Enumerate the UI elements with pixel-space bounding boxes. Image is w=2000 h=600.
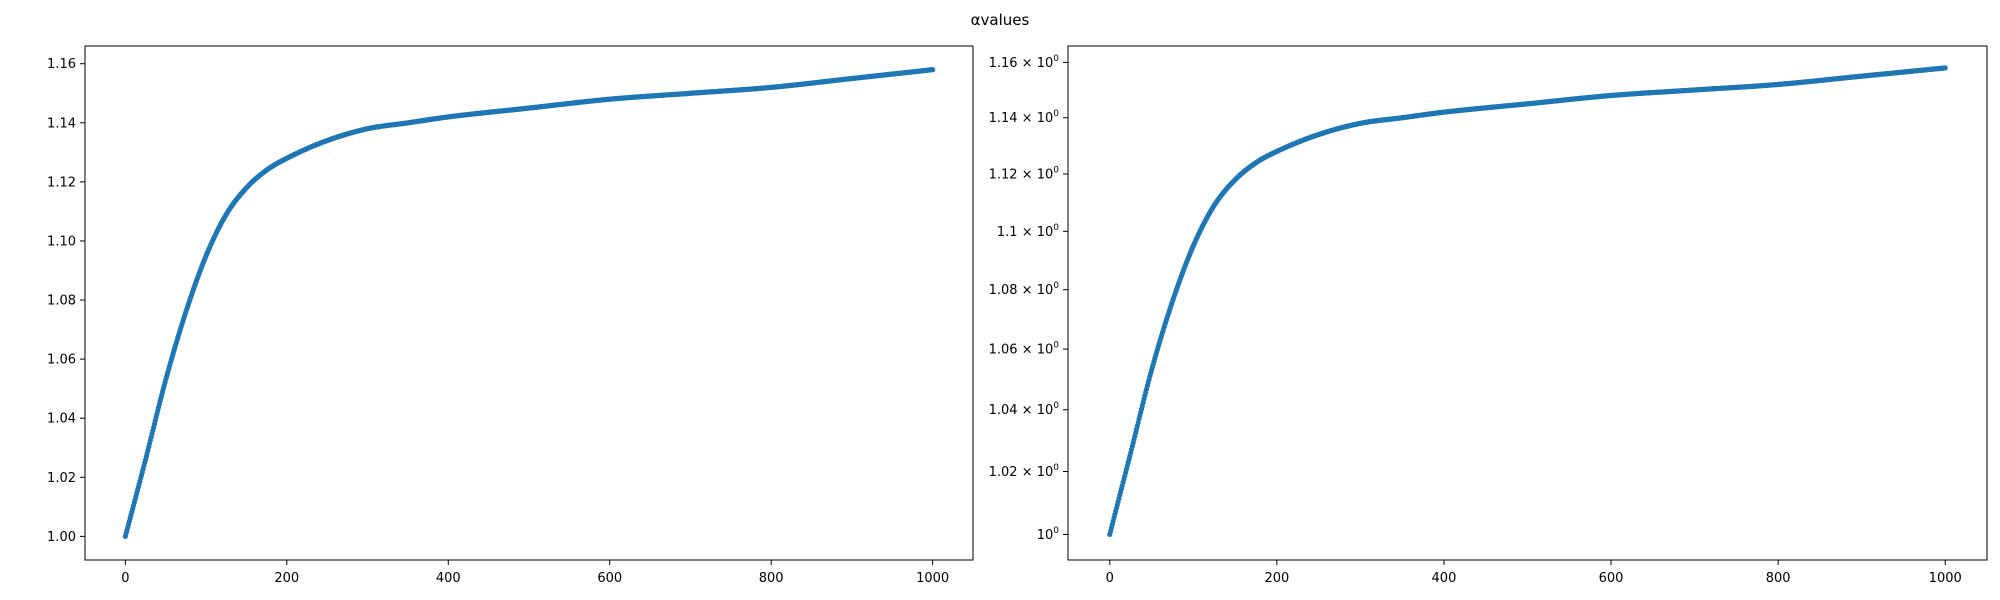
x-tick-label: 0 bbox=[121, 571, 129, 586]
y-tick-label-exponent: 0 bbox=[1053, 401, 1059, 411]
y-tick-label: 1.04 × 100 bbox=[989, 401, 1060, 418]
y-tick-label-exponent: 0 bbox=[1053, 341, 1059, 351]
y-tick-label: 1.10 bbox=[47, 234, 76, 249]
left-chart-panel: 0 200 400 600 800 1000 1.00 1.02 1.04 1.06 1.08 1.1… bbox=[47, 45, 974, 586]
x-tick-label: 200 bbox=[1264, 571, 1289, 586]
y-tick-label: 1.16 × 100 bbox=[989, 54, 1060, 71]
x-tick-label: 800 bbox=[1766, 571, 1791, 586]
x-tick-label: 1000 bbox=[1929, 571, 1962, 586]
x-tick-label: 600 bbox=[1599, 571, 1624, 586]
y-tick-label-exponent: 0 bbox=[1053, 526, 1059, 536]
y-tick-label-base: 1.16 × 10 bbox=[989, 56, 1054, 71]
axes-frame bbox=[1067, 45, 1988, 561]
y-tick-label-exponent: 0 bbox=[1053, 166, 1059, 176]
y-tick-label-exponent: 0 bbox=[1053, 281, 1059, 291]
y-tick-label-base: 1.08 × 10 bbox=[989, 283, 1054, 298]
y-tick-label: 1.14 × 100 bbox=[989, 109, 1060, 126]
y-tick-label: 1.14 bbox=[47, 116, 76, 131]
y-tick-label-base: 1.02 × 10 bbox=[989, 465, 1054, 480]
y-tick-label: 1.06 × 100 bbox=[989, 341, 1060, 358]
y-tick-label-exponent: 0 bbox=[1053, 223, 1059, 233]
axes-frame bbox=[84, 45, 974, 561]
y-tick-label: 1.06 bbox=[47, 353, 76, 368]
y-tick-label-exponent: 0 bbox=[1053, 109, 1059, 119]
y-tick-label-base: 1.1 × 10 bbox=[997, 225, 1053, 240]
y-tick-label: 1.04 bbox=[47, 412, 76, 427]
x-tick-label: 400 bbox=[436, 571, 461, 586]
y-tick-label-base: 1.06 × 10 bbox=[989, 343, 1054, 358]
y-tick-label: 1.12 bbox=[47, 175, 76, 190]
y-tick-label-base: 10 bbox=[1037, 528, 1054, 543]
data-series bbox=[122, 67, 936, 539]
y-tick-label: 1.1 × 100 bbox=[997, 223, 1059, 240]
x-tick-label: 400 bbox=[1432, 571, 1457, 586]
x-tick-label: 200 bbox=[274, 571, 299, 586]
x-tick-label: 0 bbox=[1106, 571, 1114, 586]
y-tick-label: 1.00 bbox=[47, 530, 76, 545]
figure-title: αvalues bbox=[971, 11, 1030, 29]
y-tick-label: 1.08 bbox=[47, 294, 76, 309]
y-tick-label: 1.02 bbox=[47, 471, 76, 486]
y-tick-label: 1.02 × 100 bbox=[989, 463, 1060, 480]
y-tick-label-exponent: 0 bbox=[1053, 463, 1059, 473]
data-point bbox=[930, 67, 936, 73]
x-tick-label: 1000 bbox=[916, 571, 949, 586]
y-tick-label-base: 1.12 × 10 bbox=[989, 168, 1054, 183]
data-point bbox=[1942, 65, 1948, 71]
x-tick-label: 600 bbox=[597, 571, 622, 586]
y-tick-label: 1.16 bbox=[47, 57, 76, 72]
data-series bbox=[1107, 65, 1948, 538]
y-tick-label-base: 1.04 × 10 bbox=[989, 403, 1054, 418]
y-tick-label-exponent: 0 bbox=[1053, 54, 1059, 64]
y-tick-label: 1.08 × 100 bbox=[989, 281, 1060, 298]
x-tick-label: 800 bbox=[759, 571, 784, 586]
y-tick-label-base: 1.14 × 10 bbox=[989, 111, 1054, 126]
y-tick-label: 100 bbox=[1037, 526, 1060, 543]
y-tick-label: 1.12 × 100 bbox=[989, 166, 1060, 183]
